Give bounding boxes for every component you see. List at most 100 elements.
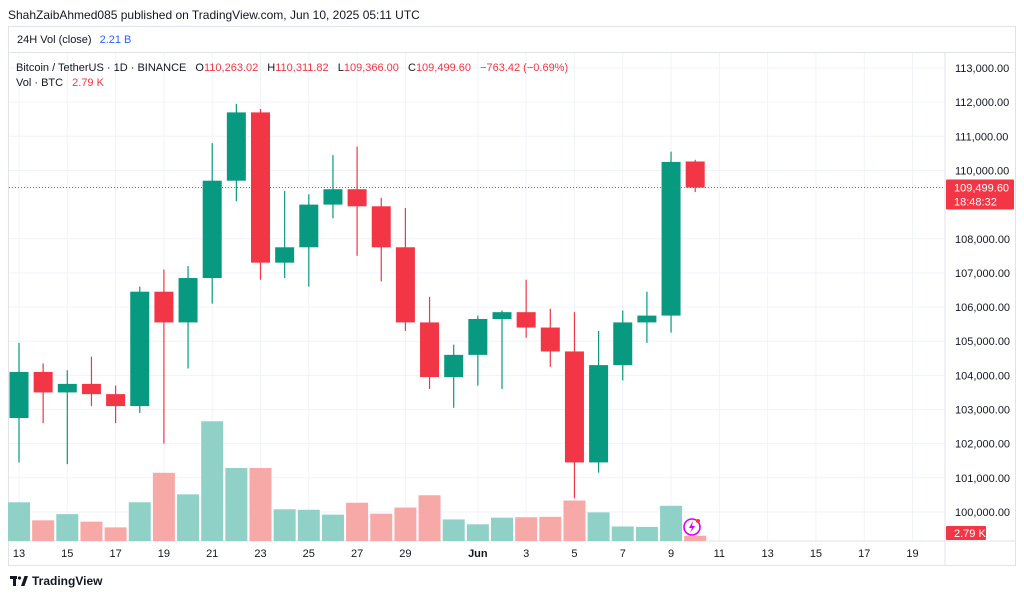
volume-bar bbox=[321, 514, 344, 541]
candle-body bbox=[613, 322, 633, 366]
price-tag-value: 109,499.60 bbox=[954, 183, 1009, 195]
candle bbox=[81, 356, 101, 407]
candle bbox=[202, 143, 222, 304]
volume-bar bbox=[587, 512, 610, 541]
time-tick-label: 17 bbox=[109, 548, 121, 560]
volume-tag-value: 2.79 K bbox=[954, 528, 986, 540]
time-tick-label: 19 bbox=[906, 548, 918, 560]
candle-body bbox=[468, 319, 488, 355]
time-tick-label: 19 bbox=[158, 548, 170, 560]
candle-body bbox=[661, 161, 681, 316]
close-key: C bbox=[407, 62, 416, 74]
candle-body bbox=[371, 206, 391, 248]
candle bbox=[444, 344, 464, 408]
candle bbox=[661, 151, 681, 333]
candle bbox=[178, 266, 198, 369]
candle bbox=[492, 310, 512, 390]
price-tag-countdown: 18:48:32 bbox=[954, 197, 997, 209]
price-tick-label: 111,000.00 bbox=[955, 131, 1008, 143]
candle bbox=[275, 190, 295, 279]
candle bbox=[420, 296, 440, 390]
time-tick-label: 9 bbox=[668, 548, 674, 560]
time-tick-label: 27 bbox=[351, 548, 363, 560]
price-tick-label: 112,000.00 bbox=[955, 97, 1009, 109]
time-tick-label: 15 bbox=[810, 548, 822, 560]
volume-bar bbox=[177, 494, 200, 541]
candle-body bbox=[9, 371, 29, 419]
volume-label[interactable]: Vol · BTC bbox=[16, 77, 64, 89]
candle bbox=[589, 330, 609, 473]
volume-bar bbox=[394, 507, 417, 541]
open-key: O bbox=[195, 62, 204, 74]
volume-bar bbox=[80, 521, 103, 541]
price-tick-label: 108,000.00 bbox=[955, 234, 1010, 246]
volume-bar bbox=[491, 517, 513, 541]
candle-body bbox=[516, 312, 536, 328]
time-tick-label: 5 bbox=[571, 548, 577, 560]
publish-header: ShahZaibAhmed085 published on TradingVie… bbox=[8, 8, 420, 22]
time-tick-label: 17 bbox=[858, 548, 870, 560]
volume-bar bbox=[370, 513, 393, 541]
candle bbox=[613, 310, 633, 381]
candle bbox=[371, 197, 391, 282]
time-tick-label: 7 bbox=[620, 548, 626, 560]
vol24-label: 24H Vol (close) bbox=[17, 33, 92, 46]
volume-bar bbox=[346, 502, 369, 541]
last-price-tag: 109,499.60 18:48:32 bbox=[946, 179, 1014, 210]
candle-body bbox=[226, 112, 246, 181]
candle bbox=[226, 103, 246, 202]
volume-bar bbox=[273, 509, 296, 541]
candle bbox=[154, 269, 174, 444]
candle bbox=[637, 291, 657, 343]
volume-bar bbox=[539, 516, 562, 541]
candle bbox=[685, 159, 705, 193]
candle bbox=[540, 308, 560, 367]
candle bbox=[347, 146, 367, 256]
time-tick-label: 11 bbox=[714, 548, 725, 560]
time-tick-label: 23 bbox=[254, 548, 266, 560]
candle-body bbox=[589, 365, 609, 463]
volume-bar bbox=[684, 535, 707, 541]
price-tick-label: 104,000.00 bbox=[955, 370, 1010, 382]
volume-bar bbox=[152, 472, 175, 541]
volume-bar bbox=[32, 520, 55, 541]
low-value: 109,366.00 bbox=[343, 62, 399, 74]
open-value: 110,263.02 bbox=[203, 62, 259, 74]
lightning-icon bbox=[683, 518, 701, 536]
change-value: −763.42 (−0.69%) bbox=[480, 62, 569, 74]
candle-body bbox=[251, 112, 270, 263]
candle bbox=[130, 286, 150, 413]
time-tick-label: 13 bbox=[13, 548, 25, 560]
candle bbox=[251, 108, 270, 280]
candle bbox=[9, 342, 29, 463]
last-volume-tag: 2.79 K bbox=[946, 526, 986, 540]
volume-bar bbox=[515, 517, 538, 541]
candle-body bbox=[81, 383, 101, 395]
candle-body bbox=[33, 371, 53, 393]
volume-bar bbox=[104, 527, 127, 541]
price-tick-label: 103,000.00 bbox=[955, 405, 1010, 417]
time-tick-label: 21 bbox=[206, 548, 218, 560]
candle-body bbox=[323, 189, 343, 205]
volume-bar bbox=[611, 526, 634, 541]
tradingview-logo-icon bbox=[10, 576, 28, 586]
candle bbox=[33, 363, 53, 424]
price-tick-label: 113,000.00 bbox=[955, 63, 1009, 75]
price-tick-label: 100,000.00 bbox=[955, 507, 1010, 519]
volume-bar bbox=[442, 519, 465, 541]
candle-body bbox=[564, 351, 584, 463]
candle-body bbox=[299, 204, 319, 248]
high-key: H bbox=[267, 62, 276, 74]
candle bbox=[57, 370, 77, 465]
vol24-value: 2.21 B bbox=[99, 33, 132, 46]
candle bbox=[516, 279, 536, 338]
symbol-title[interactable]: Bitcoin / TetherUS · 1D · BINANCE bbox=[16, 62, 187, 74]
volume-bar bbox=[128, 502, 151, 541]
candle-body bbox=[130, 291, 150, 407]
volume-bar bbox=[249, 467, 272, 541]
chart-frame[interactable]: 24H Vol (close) 2.21 B bbox=[8, 26, 1016, 566]
volume-bar bbox=[466, 524, 489, 541]
time-tick-label: 25 bbox=[303, 548, 315, 560]
candle-body bbox=[444, 354, 464, 378]
